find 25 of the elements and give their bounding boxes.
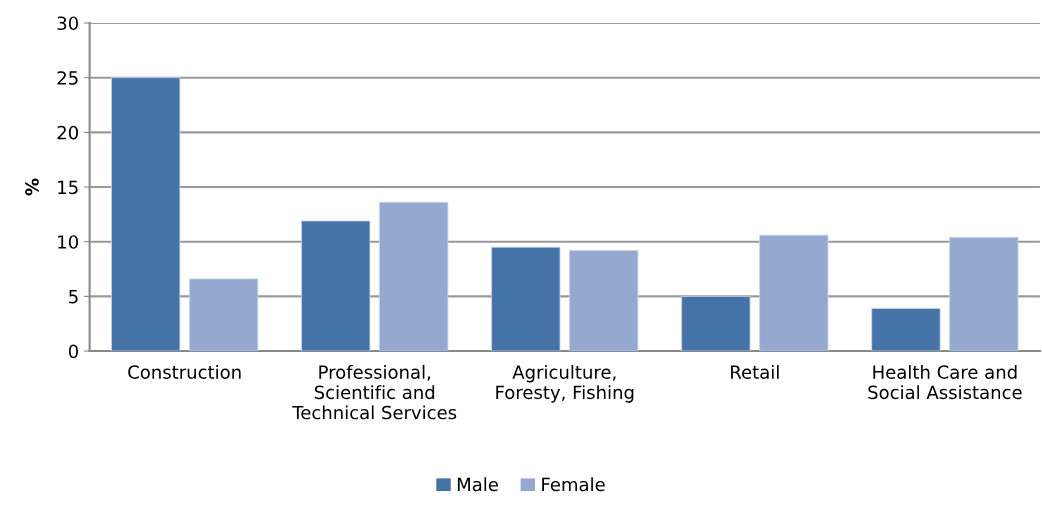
- legend-label: Female: [542, 477, 605, 492]
- y-tick-label: 20: [57, 125, 78, 140]
- bar: [759, 234, 829, 352]
- legend-label: Male: [457, 477, 498, 492]
- y-tick-label: 0: [68, 344, 78, 359]
- y-tick-label: 30: [57, 16, 78, 31]
- x-tick-label: Agriculture, Foresty, Fishing: [496, 364, 634, 403]
- x-tick-label: Professional, Scientific and Technical Services: [292, 364, 457, 420]
- bar: [681, 295, 751, 352]
- bar: [871, 307, 941, 352]
- bar: [379, 201, 449, 352]
- y-tick-label: 15: [58, 180, 78, 195]
- bar: [569, 250, 639, 352]
- bar: [491, 246, 561, 352]
- x-tick-label: Health Care and Social Assistance: [868, 364, 1022, 400]
- y-tick-label: 25: [57, 71, 78, 85]
- y-axis-title: %: [25, 178, 39, 196]
- x-tick-label: Retail: [731, 364, 779, 379]
- y-tick-label: 5: [69, 290, 78, 304]
- bar: [949, 236, 1019, 352]
- bar: [301, 220, 371, 352]
- bar: [188, 278, 259, 352]
- y-tick-label: 10: [58, 235, 78, 249]
- x-tick-label: Construction: [128, 364, 241, 379]
- bar: [111, 77, 181, 352]
